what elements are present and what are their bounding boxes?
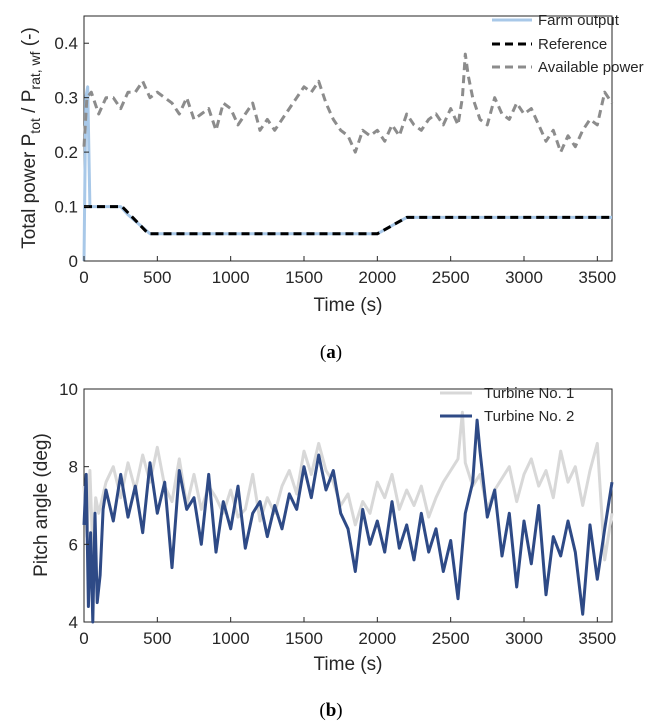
- a-ytick-label: 0: [69, 252, 78, 271]
- legend-b-label-turbine-2: Turbine No. 2: [484, 408, 574, 425]
- a-xtick-label: 1000: [212, 268, 250, 287]
- panel-label-a: (a): [320, 342, 342, 363]
- legend-a-label-available-power: Available power: [538, 59, 644, 76]
- a-ytick-label: 0.1: [54, 198, 78, 217]
- b-xtick-label: 1500: [285, 629, 323, 648]
- x-axis-label-b: Time (s): [314, 654, 383, 675]
- legend-b-label-turbine-1: Turbine No. 1: [484, 385, 574, 402]
- a-xtick-label: 1500: [285, 268, 323, 287]
- a-xtick-label: 3000: [505, 268, 543, 287]
- legend-a-label-reference: Reference: [538, 36, 607, 53]
- b-xtick-label: 2500: [432, 629, 470, 648]
- b-ytick-label: 10: [59, 380, 78, 399]
- y-axis-label-a: Total power Ptot / Prat, wf (-): [19, 27, 43, 249]
- b-xtick-label: 0: [79, 629, 88, 648]
- legend-a-label-farm-output: Farm output: [538, 12, 620, 29]
- b-series-line-2: [82, 418, 614, 624]
- chart-panel-a: 0 500 1000 1500 2000 2500 3000 3500 00.10.20.30…: [19, 12, 644, 363]
- legend-b: Turbine No. 1 Turbine No. 2: [440, 385, 574, 425]
- x-axis-label-a: Time (s): [314, 295, 383, 316]
- b-xtick-label: 3000: [505, 629, 543, 648]
- b-xtick-label: 2000: [358, 629, 396, 648]
- b-ytick-label: 6: [69, 535, 78, 554]
- a-ytick-label: 0.4: [54, 34, 78, 53]
- a-xtick-label: 3500: [578, 268, 616, 287]
- a-xtick-label: 0: [79, 268, 88, 287]
- b-ytick-label: 4: [69, 613, 78, 632]
- series-group-b: [82, 410, 614, 624]
- y-axis-label-b: Pitch angle (deg): [31, 433, 52, 577]
- a-xtick-label: 500: [143, 268, 171, 287]
- b-xtick-label: 1000: [212, 629, 250, 648]
- a-ytick-label: 0.2: [54, 143, 78, 162]
- b-xtick-label: 500: [143, 629, 171, 648]
- a-ytick-label: 0.3: [54, 89, 78, 108]
- y-ticks-a: 0 0.1 0.2 0.3 0.4: [54, 34, 89, 271]
- x-ticks-a: 0 500 1000 1500 2000 2500 3000 3500: [79, 256, 616, 287]
- y-ticks-b: 4 6 8 10: [59, 380, 89, 632]
- series-group-a: [82, 52, 614, 262]
- a-series-line-2: [84, 205, 612, 236]
- a-xtick-label: 2000: [358, 268, 396, 287]
- panel-label-b: (b): [319, 700, 342, 721]
- b-ytick-label: 8: [69, 458, 78, 477]
- a-series-line-3: [82, 52, 614, 154]
- b-xtick-label: 3500: [578, 629, 616, 648]
- legend-a: Farm output Reference Available power: [492, 12, 644, 76]
- x-ticks-b: 0 500 1000 1500 2000 2500 3000 3500: [79, 617, 616, 648]
- a-xtick-label: 2500: [432, 268, 470, 287]
- chart-panel-b: 0 500 1000 1500 2000 2500 3000 3500 4 6 8 10 Time …: [31, 380, 616, 721]
